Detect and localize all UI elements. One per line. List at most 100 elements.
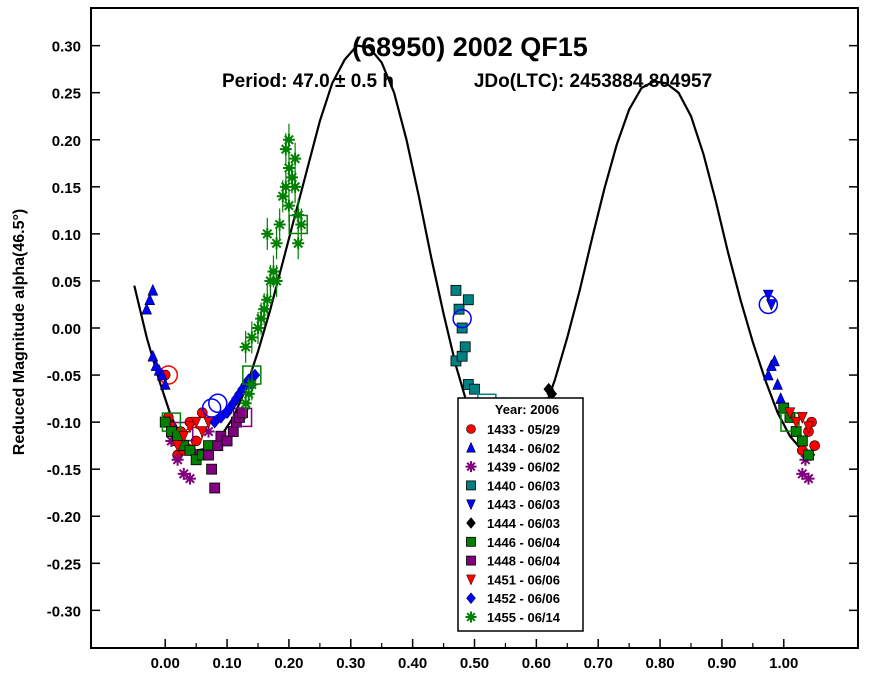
data-point — [255, 312, 268, 325]
data-point — [270, 237, 283, 250]
data-point — [796, 467, 809, 480]
data-point — [261, 293, 274, 306]
data-point — [450, 284, 462, 296]
x-tick-label: 0.30 — [336, 655, 365, 672]
legend-entry: 1452 - 06/06 — [466, 591, 560, 606]
data-point — [203, 449, 214, 461]
data-point — [286, 171, 299, 184]
legend-entry: 1434 - 06/02 — [466, 441, 560, 456]
data-point — [178, 430, 190, 443]
data-point — [159, 416, 171, 428]
data-point — [206, 463, 218, 475]
data-point — [766, 299, 777, 312]
x-tick-label: 0.50 — [460, 655, 489, 672]
x-tick-label: 0.00 — [151, 655, 180, 672]
mean-marker — [242, 365, 262, 385]
data-point — [242, 387, 255, 400]
legend-label: 1444 - 06/03 — [487, 516, 560, 531]
data-point — [172, 440, 183, 453]
y-tick-label: -0.10 — [47, 415, 81, 432]
legend-marker — [466, 441, 476, 453]
y-tick-label: 0.10 — [52, 227, 81, 244]
data-point — [156, 368, 168, 381]
data-point — [279, 180, 292, 193]
x-tick-label: 0.60 — [522, 655, 551, 672]
x-tick-label: 0.70 — [584, 655, 613, 672]
legend-marker — [465, 611, 477, 623]
data-point — [209, 482, 221, 494]
data-point — [796, 435, 808, 447]
legend-marker — [466, 555, 476, 566]
y-tick-label: -0.15 — [47, 462, 81, 479]
chart-period: Period: 47.0 ± 0.5 h — [222, 71, 394, 92]
x-tick-label: 0.90 — [707, 655, 736, 672]
legend-label: 1455 - 06/14 — [487, 610, 561, 625]
x-tick-label: 0.80 — [645, 655, 674, 672]
y-axis-label: Reduced Magnitude alpha(46.5°) — [11, 209, 28, 455]
data-point — [784, 407, 796, 420]
legend-label: 1451 - 06/06 — [487, 572, 560, 587]
x-tick-label: 0.40 — [398, 655, 427, 672]
data-point — [270, 274, 283, 287]
data-point — [203, 440, 214, 452]
legend-label: 1446 - 06/04 — [487, 535, 561, 550]
mean-marker — [288, 214, 308, 235]
data-point — [276, 190, 289, 203]
data-point — [772, 377, 783, 390]
legend-marker — [466, 536, 476, 547]
legend-box — [457, 397, 584, 632]
mean-marker — [161, 412, 182, 432]
y-tick-label: 0.15 — [52, 180, 81, 197]
x-tick-label: 0.10 — [212, 655, 241, 672]
data-point — [796, 412, 808, 425]
data-point — [239, 340, 252, 353]
legend-marker — [466, 574, 476, 586]
data-point — [803, 449, 814, 461]
legend-entry: 1443 - 06/03 — [466, 497, 560, 512]
legend-entry: 1440 - 06/03 — [466, 478, 560, 493]
data-point — [196, 426, 208, 439]
data-point — [462, 294, 474, 306]
legend-entry: 1448 - 06/04 — [466, 554, 561, 569]
series-1434 — [141, 283, 787, 404]
legend-entry: 1451 - 06/06 — [466, 572, 560, 587]
data-point — [159, 377, 171, 390]
data-point — [459, 341, 471, 353]
legend-marker — [466, 592, 476, 605]
data-point — [177, 467, 190, 480]
data-point — [802, 472, 815, 485]
legend-marker — [466, 424, 476, 434]
data-point — [267, 265, 280, 278]
data-point — [227, 426, 239, 437]
data-point — [809, 440, 821, 451]
data-point — [762, 368, 774, 381]
data-point — [212, 440, 224, 452]
data-point — [147, 283, 159, 296]
legend-label: 1452 - 06/06 — [487, 591, 560, 606]
series-1448 — [203, 407, 253, 494]
x-axis: 0.00 0.10 0.20 0.30 0.40 0.50 0.60 0.70 0.80 0.90… — [151, 639, 798, 672]
chart-epoch: JDo(LTC): 2453884.804957 — [474, 71, 712, 92]
data-point — [184, 421, 196, 434]
x-tick-label: 1.00 — [769, 655, 798, 672]
mean-marker — [232, 407, 253, 428]
y-tick-label: 0.25 — [52, 86, 81, 103]
legend: Year: 2006 1433 - 05/29 1434 - 06/02 1439 … — [457, 397, 584, 632]
y-tick-label: -0.20 — [47, 509, 81, 526]
legend-label: 1440 - 06/03 — [487, 478, 560, 493]
y-tick-label: 0.30 — [52, 39, 81, 56]
data-point — [292, 237, 305, 250]
data-point — [282, 162, 295, 174]
legend-entry: 1446 - 06/04 — [466, 535, 561, 550]
series-1455 — [239, 123, 308, 420]
data-point — [239, 397, 252, 410]
y-tick-label: -0.30 — [47, 603, 81, 620]
legend-label: 1439 - 06/02 — [487, 460, 560, 475]
data-point — [202, 425, 215, 438]
data-point — [456, 350, 468, 362]
data-point — [469, 383, 480, 395]
data-point — [790, 416, 802, 429]
y-tick-label: -0.25 — [47, 556, 81, 573]
data-point — [264, 274, 277, 287]
